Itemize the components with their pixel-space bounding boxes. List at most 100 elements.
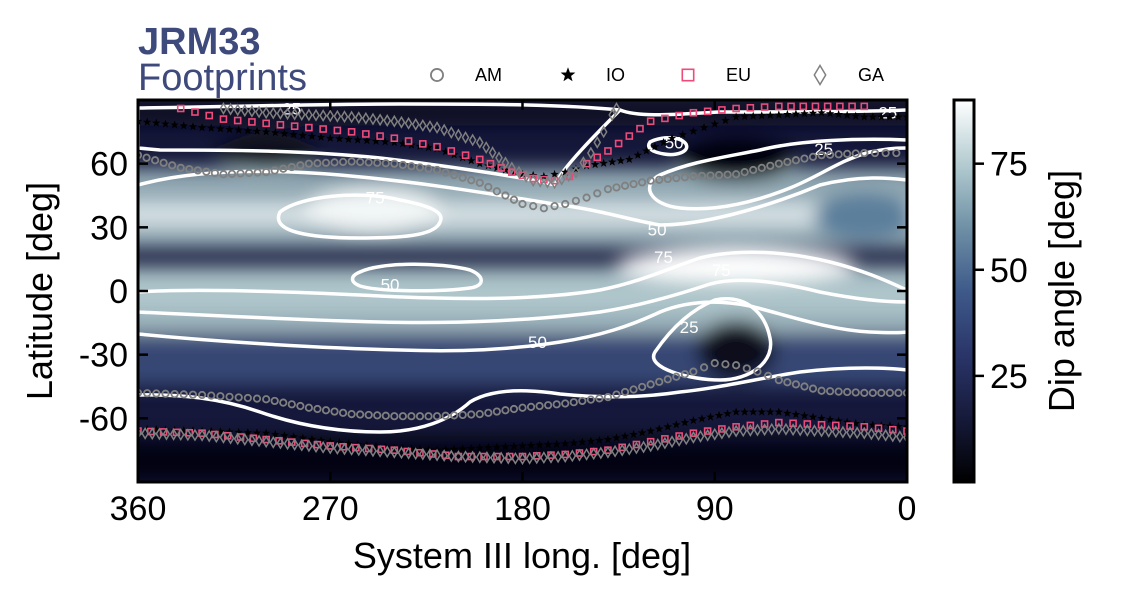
footprint-marker-ga [488,146,497,160]
footprint-marker-ga [803,423,812,437]
footprint-marker-eu [614,139,623,148]
footprint-marker-ga [176,428,185,442]
footprint-marker-ga [632,441,641,455]
footprint-marker-eu [860,102,869,111]
footprint-marker-am [424,164,433,173]
footprint-marker-ga [490,451,498,465]
footprint-marker-am [680,173,689,182]
footprint-marker-eu [746,421,755,430]
footprint-marker-am [407,412,416,421]
footprint-marker-io [353,135,362,144]
footprint-marker-eu [760,420,769,428]
footprint-marker-ga [589,447,598,461]
footprint-marker-io [678,130,687,139]
footprint-marker-am [689,367,698,376]
footprint-marker-eu [646,117,655,126]
footprint-marker-io [791,109,801,118]
footprint-marker-ga [240,104,249,118]
footprint-marker-io [289,130,298,139]
footprint-marker-am [808,152,818,161]
footprint-marker-eu [582,159,591,168]
footprint-marker-ga [575,448,584,462]
footprint-marker-am [834,387,843,396]
footprint-marker-ga [262,435,271,449]
footprint-marker-eu [305,123,313,132]
footprint-marker-am [868,388,877,397]
footprint-marker-am [484,182,493,192]
footprint-marker-ga [340,442,349,456]
contour-label: 75 [654,248,673,267]
footprint-marker-am [663,174,672,184]
footprint-marker-am [603,393,613,402]
footprint-marker-io [543,440,553,449]
footprint-marker-io [371,441,381,450]
footprint-marker-ga [376,444,384,458]
footprint-marker-io [458,444,467,453]
footprint-marker-am [441,168,450,177]
footprint-marker-ga [604,445,612,459]
footprint-marker-io [654,424,664,433]
footprint-marker-ga [276,436,285,450]
footprint-marker-am [595,394,604,403]
footprint-marker-io [571,164,581,173]
footprint-marker-io [590,160,600,169]
footprint-marker-ga [824,424,833,438]
footprint-marker-am [672,173,681,183]
footprint-marker-eu [718,106,726,114]
footprint-marker-io [280,431,289,440]
footprint-marker-am [561,399,570,408]
footprint-marker-am [742,364,751,373]
footprint-marker-am [381,159,390,168]
y-tick-label: -60 [79,400,128,438]
contour-label: 75 [366,189,385,208]
footprint-marker-am [791,156,801,165]
footprint-marker-ga [297,438,306,452]
footprint-marker-io [298,131,308,140]
footprint-marker-eu [732,423,740,431]
footprint-marker-eu [219,115,228,123]
footprint-marker-ga [333,109,342,123]
footprint-marker-ga [319,440,328,454]
footprint-marker-ga [661,436,669,450]
footprint-marker-io [697,414,707,423]
footprint-marker-am [629,179,638,189]
legend-entry-ga: GA [813,64,884,86]
legend-label-am: AM [475,65,502,85]
footprint-marker-am [243,393,252,403]
footprint-marker-am [825,387,835,396]
footprint-marker-ga [839,425,847,439]
footprint-marker-ga [354,111,363,125]
footprint-marker-ga [191,428,199,442]
footprint-marker-eu [376,132,384,140]
footprint-marker-am [791,380,801,389]
contour-75-north [276,193,443,240]
footprint-marker-am [253,168,262,177]
footprint-marker-eu [508,168,516,176]
footprint-marker-ga [262,106,271,120]
footprint-marker-ga [782,422,790,436]
footprint-marker-ga [796,423,805,437]
footprint-marker-eu [205,111,214,120]
footprint-marker-io [834,109,843,119]
footprint-marker-io [877,112,886,121]
footprint-marker-ga [333,442,342,455]
footprint-marker-am [475,178,484,187]
footprint-marker-io [625,154,634,164]
footprint-marker-io [633,150,643,159]
footprint-marker-am [663,375,672,384]
footprint-marker-am [834,150,843,159]
footprint-marker-eu [689,108,698,117]
footprint-marker-ga [397,115,406,129]
footprint-marker-ga [426,120,434,133]
footprint-marker-ga [369,444,377,458]
footprint-marker-io [659,137,668,147]
footprint-marker-io [721,116,730,125]
footprint-marker-io [808,412,818,421]
footprint-marker-io [642,146,651,155]
footprint-marker-am [432,412,442,421]
footprint-marker-io [783,408,792,417]
footprint-marker-am [330,158,339,167]
footprint-marker-am [550,202,559,211]
footprint-marker-ga [774,422,783,436]
footprint-marker-io [380,137,390,146]
